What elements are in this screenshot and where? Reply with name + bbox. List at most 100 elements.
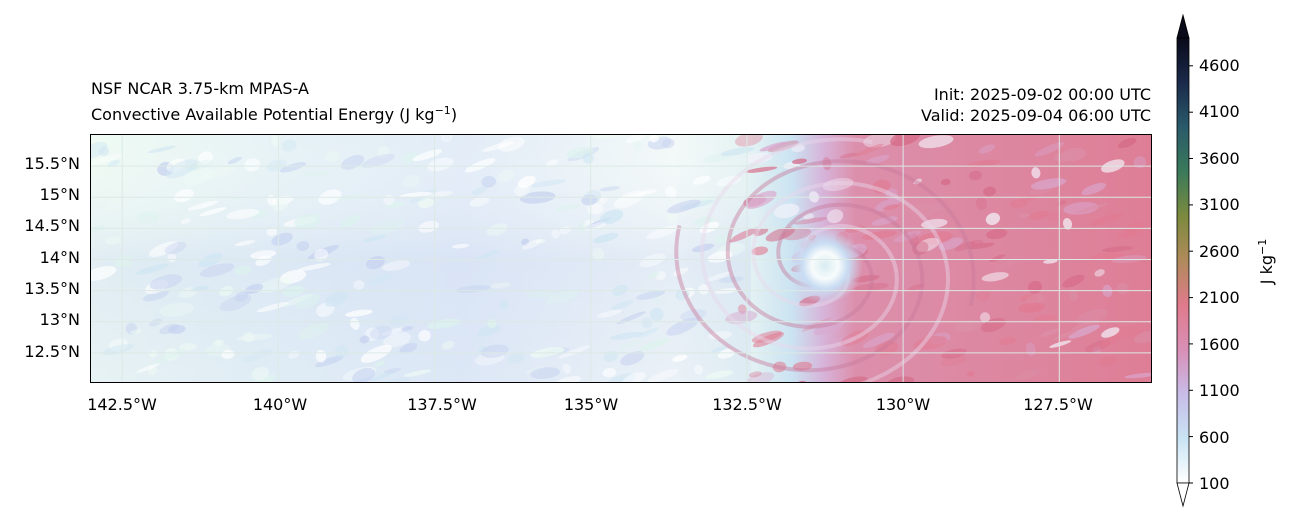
colorbar-extend-max	[1176, 14, 1190, 39]
cape-cell	[173, 189, 194, 203]
cape-cell	[255, 255, 272, 267]
cape-cell	[159, 302, 195, 317]
cape-cell	[256, 301, 289, 313]
colorbar-axis-label: J kg−1	[1256, 239, 1277, 285]
cape-cell	[654, 162, 664, 168]
cape-cell	[680, 309, 707, 321]
cape-cell	[708, 331, 733, 340]
cape-cell	[148, 350, 158, 358]
cape-cell	[234, 240, 256, 247]
cape-cell	[107, 159, 120, 168]
cape-cell	[334, 344, 349, 358]
cape-cell	[641, 317, 653, 329]
cape-cell	[296, 241, 310, 251]
cape-cell	[198, 253, 223, 268]
cape-cell	[180, 218, 191, 224]
cape-cell	[1075, 203, 1109, 214]
cape-cell	[1124, 372, 1151, 379]
field-title-exponent: −1	[434, 104, 451, 117]
cape-cell	[91, 266, 117, 281]
cape-cell	[938, 237, 963, 251]
cape-cell	[525, 289, 557, 299]
colorbar-tick-label: 600	[1199, 428, 1230, 447]
cape-cell	[480, 344, 509, 358]
cape-map	[90, 134, 1152, 383]
cape-cell	[226, 208, 260, 220]
cape-cell	[838, 376, 868, 382]
cape-cell	[966, 159, 1001, 168]
cape-cell	[166, 158, 186, 172]
cape-cell	[854, 143, 884, 157]
cape-cell	[577, 220, 588, 235]
cape-cell	[611, 300, 634, 310]
cape-cell	[440, 135, 453, 143]
cape-cell	[251, 366, 270, 381]
cape-cell	[844, 225, 866, 233]
cape-cell	[599, 209, 624, 225]
cape-cell	[620, 351, 645, 366]
cape-cell	[359, 335, 370, 344]
cape-cell	[490, 282, 511, 289]
cape-cell	[530, 179, 567, 188]
cape-cell	[385, 201, 405, 209]
cape-cell	[282, 285, 305, 298]
cape-cell	[545, 289, 580, 304]
cape-cell	[609, 331, 644, 340]
cape-cell	[672, 354, 688, 362]
cape-cell	[136, 363, 160, 373]
cape-cell	[200, 166, 236, 180]
cape-cell	[801, 317, 832, 332]
cape-cell	[665, 186, 677, 199]
cape-cell	[1133, 156, 1147, 169]
cape-cell	[711, 345, 728, 353]
cape-cell	[383, 332, 411, 348]
cape-cell	[297, 263, 331, 271]
colorbar-tick-label: 2100	[1199, 288, 1240, 307]
cape-cell	[632, 139, 642, 152]
cape-cell	[1117, 137, 1137, 149]
cape-cell	[271, 232, 293, 246]
cape-cell	[968, 242, 995, 250]
cape-cell	[498, 136, 525, 152]
cape-cell	[497, 169, 516, 183]
cape-cell	[745, 190, 777, 209]
cape-cell	[98, 146, 110, 157]
cape-cell	[474, 352, 505, 366]
cape-cell	[426, 318, 461, 329]
cape-cell	[1034, 142, 1064, 157]
colorbar-tick-label: 4600	[1199, 56, 1240, 75]
cape-cell	[791, 158, 808, 165]
colorbar-unit-main: J kg	[1257, 254, 1277, 285]
lat-label: 15.5°N	[24, 154, 80, 173]
cape-cell	[114, 261, 134, 267]
cape-cell	[106, 196, 123, 210]
cape-cell	[349, 317, 360, 330]
cape-cell	[294, 213, 322, 229]
cape-cell	[549, 375, 581, 382]
cape-cell	[279, 162, 306, 173]
cape-cell	[886, 376, 915, 382]
cape-cell	[303, 171, 331, 177]
cape-cell	[751, 330, 783, 343]
cape-cell	[91, 153, 123, 166]
cape-cell	[1015, 368, 1042, 380]
cape-cell	[1068, 324, 1100, 339]
cape-cell	[745, 166, 778, 173]
cape-cell	[748, 371, 762, 378]
field-title-close: )	[450, 105, 458, 124]
cape-cell	[1101, 327, 1120, 338]
cape-cell	[822, 177, 854, 192]
cape-cell	[940, 178, 951, 186]
cape-cell	[219, 285, 234, 297]
cape-cell	[187, 200, 219, 211]
cape-cell	[1031, 167, 1041, 179]
cape-cell	[294, 293, 321, 309]
cape-cell	[767, 140, 799, 153]
cape-cell	[592, 247, 605, 261]
cape-cell	[1116, 282, 1129, 295]
cape-cell	[135, 263, 169, 275]
cape-cell	[883, 204, 900, 211]
spiral-band	[725, 159, 976, 329]
cape-cell	[1034, 314, 1057, 321]
cape-cell	[918, 135, 954, 149]
